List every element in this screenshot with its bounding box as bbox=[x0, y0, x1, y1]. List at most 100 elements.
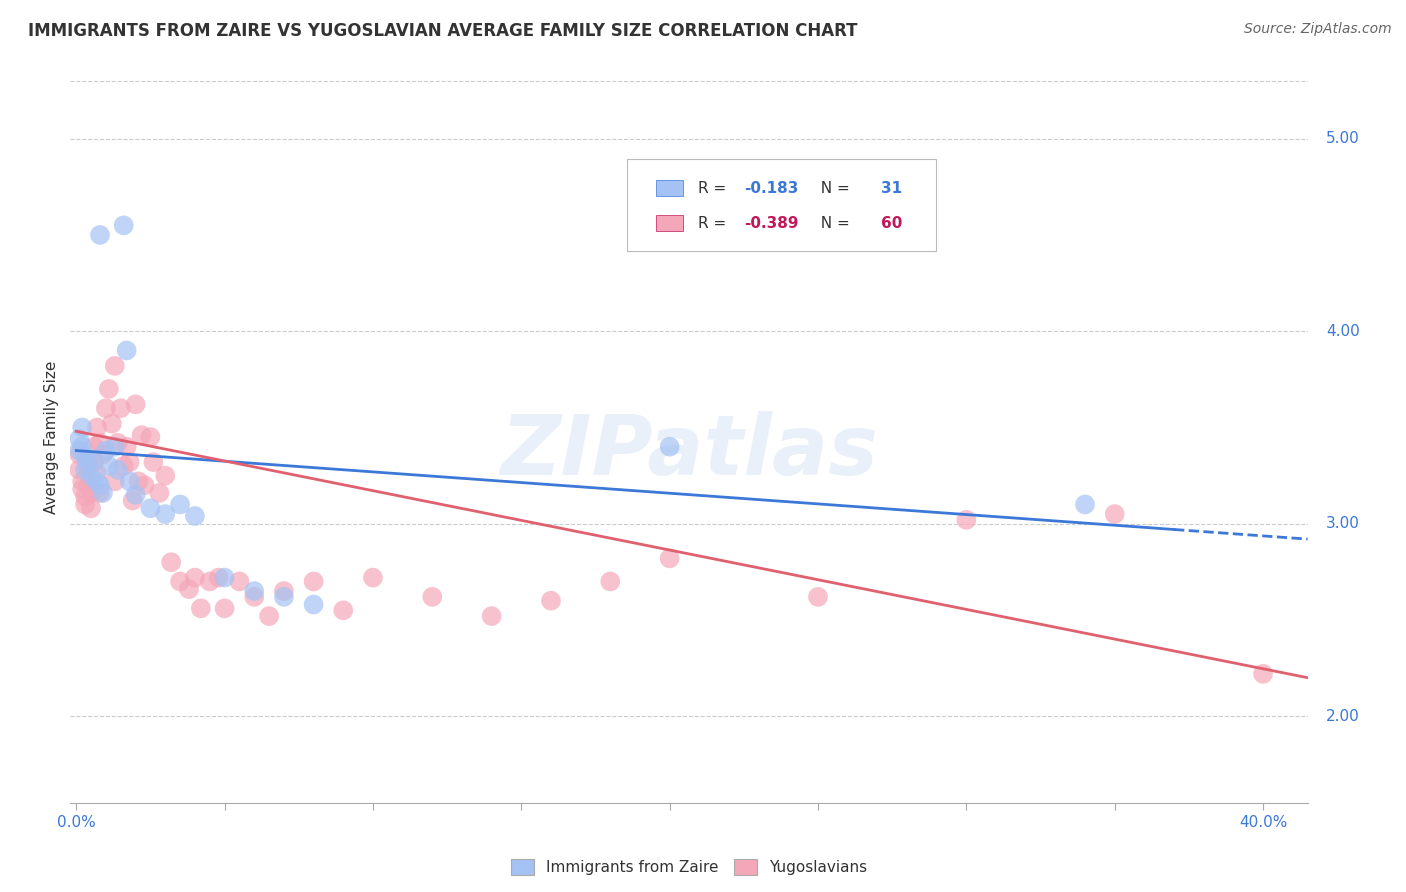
Text: 3.00: 3.00 bbox=[1326, 516, 1360, 532]
Point bbox=[89, 435, 111, 450]
Point bbox=[101, 417, 124, 431]
Point bbox=[80, 486, 103, 500]
Point bbox=[89, 478, 111, 492]
Point bbox=[134, 478, 156, 492]
Point bbox=[243, 590, 266, 604]
Point bbox=[83, 440, 105, 454]
Point bbox=[302, 598, 325, 612]
Text: 2.00: 2.00 bbox=[1326, 708, 1360, 723]
Point bbox=[115, 440, 138, 454]
Point bbox=[83, 453, 105, 467]
Point bbox=[67, 432, 90, 446]
Point bbox=[104, 440, 127, 454]
Point bbox=[807, 590, 830, 604]
Point bbox=[67, 447, 90, 461]
Point bbox=[1251, 666, 1274, 681]
Text: IMMIGRANTS FROM ZAIRE VS YUGOSLAVIAN AVERAGE FAMILY SIZE CORRELATION CHART: IMMIGRANTS FROM ZAIRE VS YUGOSLAVIAN AVE… bbox=[28, 22, 858, 40]
Point bbox=[115, 343, 138, 358]
Point bbox=[243, 584, 266, 599]
Text: R =: R = bbox=[697, 180, 731, 195]
Point bbox=[104, 475, 127, 489]
Point bbox=[75, 463, 97, 477]
Point bbox=[86, 467, 108, 481]
Point bbox=[177, 582, 200, 596]
Point bbox=[91, 486, 114, 500]
Point bbox=[80, 468, 103, 483]
Point bbox=[70, 482, 93, 496]
Text: 4.00: 4.00 bbox=[1326, 324, 1360, 339]
FancyBboxPatch shape bbox=[655, 180, 683, 196]
Point bbox=[302, 574, 325, 589]
Point bbox=[97, 382, 120, 396]
Point bbox=[112, 219, 135, 233]
Point bbox=[332, 603, 354, 617]
Point bbox=[184, 571, 207, 585]
Point bbox=[228, 574, 250, 589]
Point bbox=[112, 458, 135, 473]
Point bbox=[658, 440, 681, 454]
Point bbox=[273, 590, 295, 604]
Point bbox=[420, 590, 443, 604]
Point bbox=[77, 455, 100, 469]
Text: N =: N = bbox=[811, 216, 855, 231]
Point bbox=[77, 478, 100, 492]
Point bbox=[94, 401, 117, 416]
Text: -0.389: -0.389 bbox=[745, 216, 799, 231]
Point bbox=[75, 490, 97, 504]
Point bbox=[107, 463, 129, 477]
Point bbox=[169, 574, 191, 589]
Point bbox=[107, 435, 129, 450]
Text: R =: R = bbox=[697, 216, 731, 231]
Point bbox=[214, 601, 236, 615]
Text: 31: 31 bbox=[880, 180, 901, 195]
Text: 5.00: 5.00 bbox=[1326, 131, 1360, 146]
Legend: Immigrants from Zaire, Yugoslavians: Immigrants from Zaire, Yugoslavians bbox=[503, 852, 875, 883]
Point bbox=[148, 486, 170, 500]
Point bbox=[273, 584, 295, 599]
Point bbox=[83, 455, 105, 469]
Point bbox=[89, 227, 111, 242]
Point bbox=[67, 463, 90, 477]
Point bbox=[481, 609, 503, 624]
Text: Source: ZipAtlas.com: Source: ZipAtlas.com bbox=[1244, 22, 1392, 37]
Point bbox=[208, 571, 231, 585]
Point bbox=[361, 571, 384, 585]
Point bbox=[155, 507, 177, 521]
Point bbox=[131, 428, 153, 442]
Point bbox=[139, 430, 162, 444]
Point bbox=[70, 420, 93, 434]
Point bbox=[1074, 498, 1097, 512]
Point bbox=[198, 574, 221, 589]
Point bbox=[128, 475, 150, 489]
Point bbox=[104, 359, 127, 373]
Point bbox=[86, 420, 108, 434]
Point bbox=[124, 488, 146, 502]
Point bbox=[91, 447, 114, 461]
Point bbox=[118, 475, 141, 489]
Text: N =: N = bbox=[811, 180, 855, 195]
Point bbox=[169, 498, 191, 512]
Point bbox=[155, 468, 177, 483]
Text: -0.183: -0.183 bbox=[745, 180, 799, 195]
Point bbox=[139, 501, 162, 516]
Point bbox=[142, 455, 165, 469]
Point bbox=[77, 458, 100, 473]
Point bbox=[70, 475, 93, 489]
Text: 60: 60 bbox=[880, 216, 903, 231]
Point bbox=[1104, 507, 1126, 521]
Point bbox=[80, 501, 103, 516]
Point bbox=[658, 551, 681, 566]
Point bbox=[124, 397, 146, 411]
Point bbox=[97, 458, 120, 473]
Point bbox=[599, 574, 621, 589]
Point bbox=[86, 475, 108, 489]
FancyBboxPatch shape bbox=[627, 159, 936, 251]
Point bbox=[110, 401, 132, 416]
Point bbox=[955, 513, 977, 527]
Point bbox=[190, 601, 212, 615]
Point bbox=[89, 486, 111, 500]
Point bbox=[67, 443, 90, 458]
Text: ZIPatlas: ZIPatlas bbox=[501, 411, 877, 492]
Point bbox=[257, 609, 280, 624]
Point bbox=[540, 593, 562, 607]
